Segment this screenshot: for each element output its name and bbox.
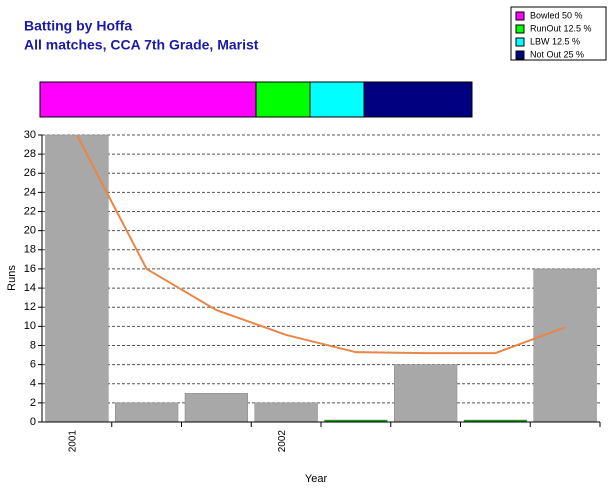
- bar: [254, 402, 318, 423]
- bar: [184, 393, 249, 423]
- x-axis-label: Year: [305, 473, 328, 485]
- legend-box: [510, 6, 607, 61]
- x-tick-label: 2002: [277, 430, 288, 453]
- legend-swatch: [515, 11, 525, 21]
- legend-label: Not Out 25 %: [530, 49, 584, 59]
- y-tick-label: 16: [24, 263, 36, 275]
- y-tick-label: 8: [30, 339, 36, 351]
- line: [75, 134, 566, 355]
- bar: [45, 134, 109, 423]
- y-tick-label: 26: [24, 167, 36, 179]
- bar: [114, 402, 179, 423]
- y-tick-label: 20: [24, 225, 36, 237]
- legend-label: RunOut 12.5 %: [530, 23, 592, 33]
- y-tick-label: 30: [24, 129, 36, 141]
- stacked-segment: [363, 81, 473, 118]
- chart-title: Batting by Hoffa: [24, 18, 132, 34]
- y-tick-label: 22: [24, 205, 36, 217]
- y-tick-label: 28: [24, 148, 36, 160]
- legend-swatch: [515, 37, 525, 47]
- legend-label: Bowled 50 %: [530, 10, 583, 20]
- y-tick-label: 12: [24, 301, 36, 313]
- y-axis-label: Runs: [6, 265, 18, 291]
- legend-swatch: [515, 50, 525, 60]
- y-tick-label: 0: [30, 416, 36, 428]
- x-tick-label: 2001: [68, 430, 79, 453]
- y-tick-label: 24: [24, 186, 36, 198]
- stacked-segment: [39, 81, 257, 118]
- y-tick-label: 14: [24, 282, 36, 294]
- y-tick-label: 6: [30, 359, 36, 371]
- legend-label: LBW 12.5 %: [530, 36, 580, 46]
- y-tick-label: 2: [30, 397, 36, 409]
- y-tick-label: 4: [30, 378, 36, 390]
- bar: [393, 364, 458, 423]
- stacked-segment: [309, 81, 365, 118]
- y-tick-label: 18: [24, 244, 36, 256]
- legend-swatch: [515, 24, 525, 34]
- chart-subtitle: All matches, CCA 7th Grade, Marist: [24, 37, 259, 53]
- bar: [533, 268, 597, 423]
- y-tick-label: 10: [24, 320, 36, 332]
- stacked-segment: [255, 81, 311, 118]
